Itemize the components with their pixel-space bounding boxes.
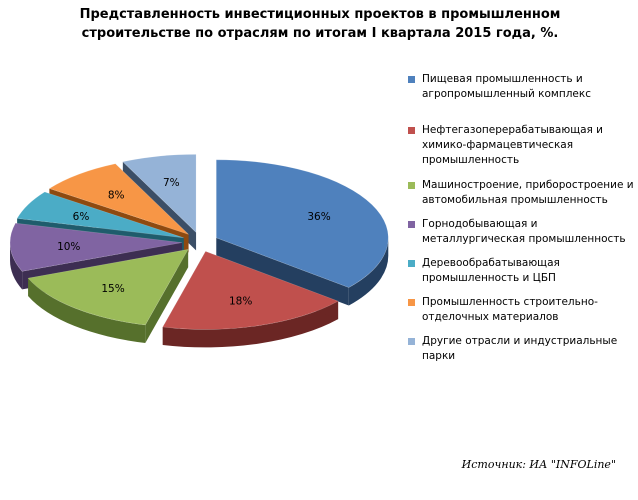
pie-slice-top [122,154,197,234]
slice-value-label: 8% [108,190,125,202]
chart-title-line-2: строительстве по отраслям по итогам I кв… [81,26,559,41]
legend-label: Пищевая промышленность и агропромышленны… [422,73,592,100]
legend-label: Машиностроение, приборостроение и автомо… [422,179,634,206]
pie-slice-side [162,301,339,348]
legend-label: Промышленность строительно-отделочных ма… [422,296,598,323]
pie-slice-side [28,278,146,343]
pie-slice-wall [145,249,189,343]
legend-item: Машиностроение, приборостроение и автомо… [408,178,634,208]
legend-swatch [408,127,415,134]
pie-slice [27,249,189,343]
legend-item: Другие отрасли и индустриальные парки [408,334,634,364]
pie-slice-top [162,251,339,330]
pie-slice-top [16,191,184,239]
legend-label: Горнодобывающая и металлургическая промы… [422,218,626,245]
slice-value-label: 18% [229,295,252,307]
pie-slice-top [9,222,183,272]
legend-swatch [408,182,415,189]
legend-swatch [408,221,415,228]
pie-slice-side [348,237,389,306]
chart-title-line-1: Представленность инвестиционных проектов… [79,7,561,22]
legend-label: Нефтегазоперерабатывающая и химико-фарма… [422,124,603,166]
legend-swatch [408,299,415,306]
source-note: Источник: ИА "INFOLine" [461,458,616,471]
pie-slice [215,159,389,306]
pie-slice-side [10,242,23,290]
legend-swatch [408,260,415,267]
legend-swatch [408,76,415,83]
legend-label: Другие отрасли и индустриальные парки [422,335,618,362]
chart-title: Представленность инвестиционных проектов… [40,5,600,43]
chart-legend: Пищевая промышленность и агропромышленны… [408,72,634,373]
pie-slice-top [215,159,389,288]
slice-value-label: 15% [101,283,124,295]
slice-value-label: 6% [73,211,90,223]
pie-slice [162,251,339,348]
legend-swatch [408,338,415,345]
legend-item: Деревообрабатывающая промышленность и ЦБ… [408,256,634,286]
slice-value-label: 10% [57,241,80,253]
pie-slice-top [48,163,189,235]
pie-slice-top [27,249,189,326]
legend-item: Нефтегазоперерабатывающая и химико-фарма… [408,123,634,168]
slice-value-label: 7% [163,177,180,189]
pie-slice-wall [216,237,349,306]
legend-item: Промышленность строительно-отделочных ма… [408,295,634,325]
legend-item: Пищевая промышленность и агропромышленны… [408,72,634,102]
legend-item: Горнодобывающая и металлургическая промы… [408,217,634,247]
slice-value-label: 36% [307,211,330,223]
legend-label: Деревообрабатывающая промышленность и ЦБ… [422,257,560,284]
